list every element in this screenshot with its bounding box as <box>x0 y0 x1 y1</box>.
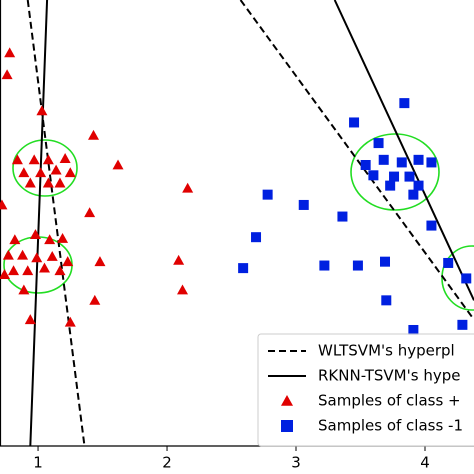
class-plus-point <box>89 294 101 305</box>
x-tick-label: 4 <box>420 454 430 472</box>
legend: WLTSVM's hyperpl RKNN-TSVM's hype Samples … <box>257 333 474 447</box>
class-minus-point <box>298 199 309 210</box>
class-plus-point <box>94 256 106 267</box>
class-plus-point <box>64 316 76 327</box>
class-minus-point <box>319 260 330 271</box>
cluster-circle <box>350 133 440 211</box>
class-plus-point <box>84 207 96 218</box>
class-plus-point <box>24 177 36 188</box>
class-minus-point <box>461 273 472 284</box>
class-minus-point <box>380 256 391 267</box>
class-plus-point <box>0 269 11 279</box>
class-plus-point <box>177 284 189 295</box>
class-minus-point <box>352 260 363 271</box>
class-plus-point <box>112 159 124 170</box>
x-tick-label: 1 <box>33 454 43 472</box>
hyperplane-line <box>29 0 474 447</box>
legend-marker <box>281 420 293 432</box>
class-plus-point <box>8 265 20 276</box>
class-plus-point <box>54 265 66 276</box>
class-plus-point <box>182 182 194 193</box>
cluster-circle <box>12 139 78 197</box>
class-minus-point <box>378 154 389 165</box>
class-plus-point <box>18 167 30 178</box>
class-minus-point <box>251 232 262 243</box>
x-tick-label: 3 <box>291 454 301 472</box>
class-plus-point <box>18 284 30 295</box>
class-plus-point <box>31 252 43 263</box>
class-plus-point <box>0 199 8 210</box>
class-plus-point <box>38 262 50 273</box>
class-plus-point <box>64 167 76 178</box>
class-minus-point <box>381 295 392 306</box>
class-minus-point <box>349 117 360 128</box>
class-minus-point <box>404 171 415 182</box>
class-plus-point <box>44 234 56 245</box>
class-plus-point <box>54 177 66 188</box>
class-minus-point <box>426 220 437 231</box>
class-plus-point <box>88 129 100 140</box>
class-minus-point <box>413 154 424 165</box>
class-plus-point <box>17 249 29 260</box>
class-plus-point <box>42 177 54 188</box>
class-plus-point <box>1 69 13 80</box>
class-plus-point <box>29 229 41 240</box>
legend-label: WLTSVM's hyperpl <box>318 342 455 360</box>
class-plus-point <box>62 256 74 267</box>
legend-box <box>257 333 474 447</box>
class-plus-point <box>42 154 54 165</box>
class-minus-point <box>385 180 396 191</box>
class-minus-point <box>238 263 249 274</box>
class-plus-point <box>9 234 21 245</box>
class-plus-point <box>50 164 62 175</box>
x-tick-label: 2 <box>162 454 172 472</box>
legend-label: RKNN-TSVM's hype <box>318 367 460 385</box>
class-minus-point <box>399 98 410 109</box>
class-minus-point <box>408 324 419 335</box>
class-minus-point <box>396 157 407 168</box>
class-minus-point <box>389 171 400 182</box>
class-minus-point <box>368 170 379 181</box>
class-minus-point <box>413 180 424 191</box>
legend-label: Samples of class + <box>318 392 461 410</box>
class-minus-point <box>373 138 384 149</box>
class-plus-point <box>28 154 40 165</box>
class-minus-point <box>337 211 348 222</box>
class-plus-point <box>36 105 48 116</box>
class-minus-point <box>426 157 437 168</box>
class-minus-point <box>457 319 468 330</box>
legend-marker <box>281 395 293 406</box>
class-minus-point <box>262 189 273 200</box>
class-plus-point <box>57 232 69 243</box>
class-plus-point <box>4 47 16 58</box>
class-plus-point <box>22 265 34 276</box>
class-plus-point <box>2 249 14 260</box>
class-plus-point <box>11 154 23 165</box>
class-minus-point <box>408 189 419 200</box>
legend-label: Samples of class -1 <box>318 417 463 435</box>
class-plus-point <box>59 153 71 163</box>
class-plus-point <box>46 251 58 261</box>
class-plus-point <box>24 314 36 325</box>
cluster-circle <box>441 245 474 311</box>
class-plus-point <box>173 254 185 265</box>
class-minus-point <box>443 257 454 268</box>
class-minus-point <box>360 159 371 170</box>
hyperplane-line <box>26 0 474 447</box>
class-plus-point <box>35 167 47 178</box>
